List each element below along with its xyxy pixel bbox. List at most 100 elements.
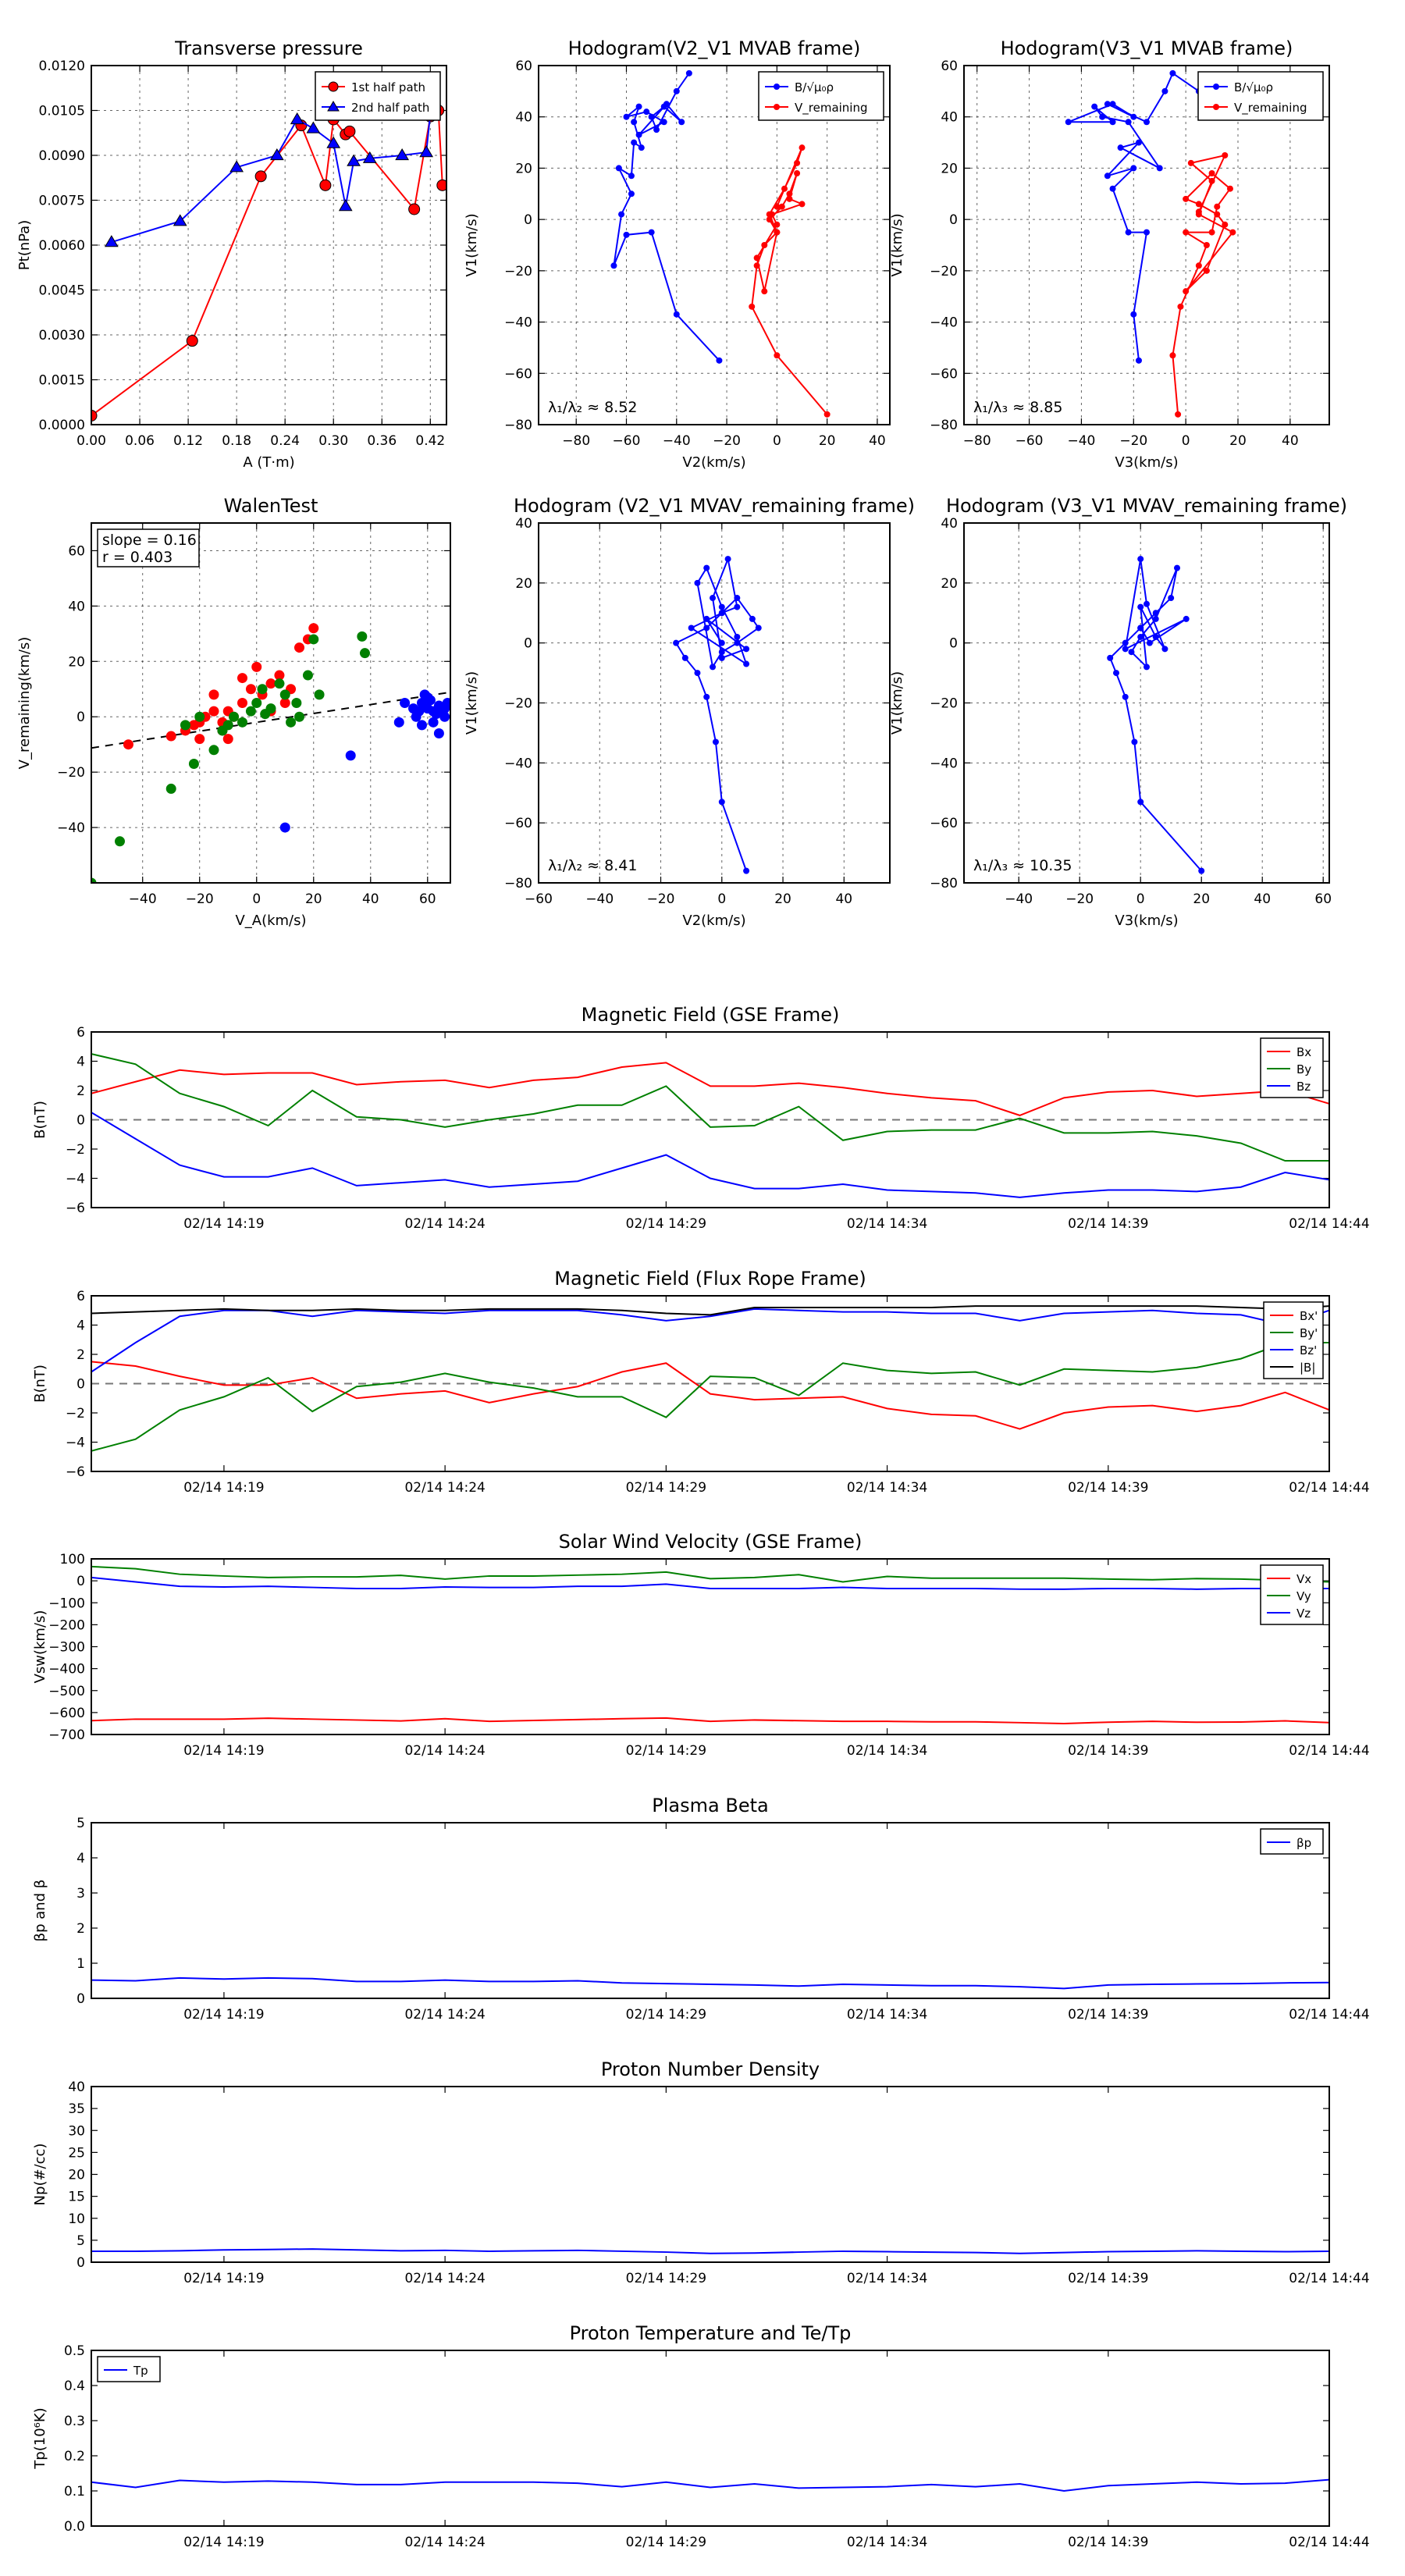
chart-title: Hodogram(V3_V1 MVAB frame) (1001, 37, 1293, 59)
data-point (439, 711, 450, 722)
y-axis-label: V1(km/s) (464, 671, 480, 735)
y-tick-label: 15 (68, 2190, 85, 2205)
data-point (1146, 639, 1153, 646)
y-tick-label: 0.0075 (39, 194, 85, 209)
eigenvalue-ratio-annotation: λ₁/λ₃ ≈ 10.35 (973, 857, 1072, 874)
y-tick-label: 0.0 (64, 2519, 85, 2535)
data-point (743, 867, 750, 874)
axes-frame (538, 65, 891, 425)
x-tick-label: 02/14 14:34 (847, 1216, 927, 1232)
data-point (673, 87, 680, 94)
series-line-2 (91, 1565, 1329, 1583)
data-point (1208, 170, 1215, 176)
data-point (194, 711, 205, 722)
series-line-2 (111, 113, 432, 244)
x-tick-label: 0.06 (125, 433, 155, 449)
data-point (749, 303, 756, 310)
x-axis-label: A (T·m) (243, 454, 294, 471)
x-tick-label: 02/14 14:44 (1289, 2535, 1369, 2550)
y-tick-label: −4 (66, 1172, 85, 1187)
x-tick-label: 0 (717, 891, 726, 907)
x-tick-label: 20 (774, 891, 791, 907)
x-tick-label: 0 (773, 433, 781, 449)
axes-frame (91, 1031, 1330, 1208)
plot-area (91, 623, 450, 883)
y-tick-label: 6 (76, 1025, 85, 1041)
x-tick-label: 20 (1193, 891, 1210, 907)
data-point (291, 698, 302, 708)
legend-label: Vz (1297, 1606, 1311, 1621)
data-point (1122, 693, 1129, 700)
data-point (1195, 208, 1202, 215)
x-tick-label: −20 (1065, 891, 1094, 907)
data-point (761, 242, 768, 248)
series-line-1 (674, 556, 760, 871)
data-point (1203, 242, 1210, 248)
y-tick-label: −40 (57, 820, 85, 836)
y-tick-label: −20 (504, 696, 532, 712)
plot-area (91, 1053, 1329, 1198)
data-point (703, 615, 710, 622)
data-point (314, 689, 325, 700)
x-tick-label: 02/14 14:39 (1068, 2271, 1148, 2286)
data-point (1099, 113, 1106, 120)
data-point (660, 119, 667, 126)
x-tick-label: 02/14 14:29 (626, 1743, 706, 1759)
data-point (1208, 229, 1215, 236)
x-tick-label: 02/14 14:39 (1068, 2007, 1148, 2023)
x-tick-label: 60 (1314, 891, 1332, 907)
y-tick-label: 0.0030 (39, 328, 85, 343)
axes-frame (963, 522, 1330, 884)
data-point (208, 706, 219, 717)
data-point (1107, 654, 1114, 661)
x-tick-label: 0.18 (222, 433, 251, 449)
x-tick-label: 02/14 14:29 (626, 1480, 706, 1496)
data-point (208, 689, 219, 700)
x-tick-label: 02/14 14:39 (1068, 1743, 1148, 1759)
legend-marker (328, 81, 339, 92)
data-point (1183, 288, 1190, 295)
x-tick-label: 02/14 14:19 (183, 2271, 264, 2286)
chart-panel-5: Hodogram (V2_V1 MVAV_remaining frame) −80… (464, 495, 915, 929)
x-axis-label: V_A(km/s) (235, 913, 306, 929)
data-point (1131, 738, 1138, 745)
data-point (648, 113, 655, 120)
axes-frame (91, 1295, 1330, 1472)
series-line-2 (91, 1342, 1329, 1452)
y-tick-label: 0 (76, 2255, 85, 2271)
y-tick-label: 0.1 (64, 2484, 85, 2500)
x-tick-label: 0.42 (415, 433, 445, 449)
data-point (1137, 633, 1144, 640)
y-tick-label: −80 (930, 876, 958, 891)
data-point (1144, 119, 1150, 126)
y-tick-label: 40 (941, 516, 958, 532)
data-point (400, 698, 411, 708)
x-tick-label: −40 (585, 891, 614, 907)
y-tick-label: 6 (76, 1289, 85, 1304)
legend-box (758, 71, 884, 121)
data-point (681, 654, 688, 661)
x-tick-label: 02/14 14:44 (1289, 1216, 1369, 1232)
data-point (761, 288, 768, 295)
x-tick-label: 40 (1254, 891, 1271, 907)
legend-label: B/√μ₀ρ (795, 80, 834, 94)
data-point (823, 411, 831, 418)
data-point (393, 717, 404, 728)
axes-frame (91, 2350, 1330, 2527)
y-tick-label: 1 (76, 1956, 85, 1972)
x-tick-label: 02/14 14:39 (1068, 2535, 1148, 2550)
legend: Bx By Bz (1260, 1037, 1324, 1098)
y-tick-label: 60 (515, 59, 532, 74)
x-tick-label: 0 (252, 891, 261, 907)
data-point (718, 649, 725, 656)
y-tick-label: 0 (949, 212, 958, 228)
y-tick-label: 30 (68, 2123, 85, 2139)
x-tick-label: 40 (835, 891, 852, 907)
data-point (1144, 664, 1150, 671)
data-point (257, 684, 268, 695)
data-point (308, 634, 319, 645)
plot-area (91, 2478, 1329, 2492)
data-point (718, 799, 725, 806)
series-line-2 (91, 1053, 1329, 1162)
x-tick-label: −20 (186, 891, 214, 907)
